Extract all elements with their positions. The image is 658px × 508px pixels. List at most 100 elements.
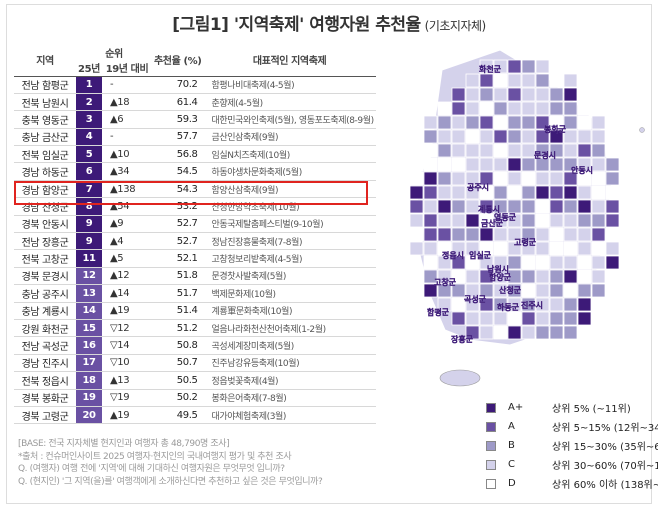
map-region xyxy=(577,199,592,214)
map-region xyxy=(591,241,606,256)
map-region xyxy=(535,185,550,200)
legend-swatch xyxy=(486,421,496,432)
map-region xyxy=(563,129,578,144)
table-row: 충남 금산군 4-57.7 금산인삼축제(9월) xyxy=(14,128,376,147)
map-region xyxy=(493,157,508,172)
rank-cell: 17 xyxy=(76,354,102,373)
map-region xyxy=(451,227,466,242)
map-region xyxy=(507,171,522,186)
map-region xyxy=(549,325,564,340)
map-region xyxy=(549,227,564,242)
map-region xyxy=(549,143,564,158)
map-region xyxy=(535,269,550,284)
festival-cell: 하동야생차문화축제(5월) xyxy=(203,162,376,181)
map-region xyxy=(437,115,452,130)
map-region xyxy=(577,101,592,116)
header-festival: 대표적인 지역축제 xyxy=(203,44,376,77)
map-region xyxy=(465,87,480,102)
legend-item: A+ 상위 5% (~11위) xyxy=(486,398,658,417)
map-region xyxy=(549,311,564,326)
map-region xyxy=(465,129,480,144)
map-region xyxy=(521,325,536,340)
map-region xyxy=(549,297,564,312)
legend-desc: 상위 15~30% (35위~69위) xyxy=(552,442,658,453)
map-region xyxy=(423,241,438,256)
map-region xyxy=(423,171,438,186)
map-label: 곡성군 xyxy=(464,294,487,304)
map-label: 장흥군 xyxy=(451,334,474,344)
map-region xyxy=(549,87,564,102)
map-region xyxy=(479,325,494,340)
map-region xyxy=(521,59,536,74)
rate-cell: 50.2 xyxy=(152,389,204,407)
map-legend: A+ 상위 5% (~11위) A 상위 5~15% (12위~34위) B 상위 15~… xyxy=(486,398,658,493)
map-region xyxy=(549,199,564,214)
map-region xyxy=(507,325,522,340)
rate-cell: 61.4 xyxy=(152,93,204,112)
map-region xyxy=(507,227,522,242)
legend-item: D 상위 60% 이하 (138위~) xyxy=(486,474,658,493)
map-region xyxy=(549,255,564,270)
festival-cell: 함양산삼축제(9월) xyxy=(203,180,376,199)
map-region xyxy=(563,325,578,340)
map-region xyxy=(549,115,564,130)
map-region xyxy=(437,241,452,256)
korea-map: 화천군 봉화군 안동시 문경시 공주시 계룡시 금산군 영동군 고령군 정읍시 임실군 남원시 함양군 고… xyxy=(350,40,650,400)
festival-cell: 계룡軍문화축제(10월) xyxy=(203,302,376,320)
map-region xyxy=(451,157,466,172)
map-region xyxy=(493,129,508,144)
map-region xyxy=(605,199,620,214)
map-region xyxy=(549,185,564,200)
footnote-line: *출처 : 컨슈머인사이트 2025 여행자·현지인의 국내여행지 평가 및 추… xyxy=(18,451,292,462)
map-region xyxy=(577,297,592,312)
table-row: 경남 함양군 7 ▲138 54.3 함양산삼축제(9월) xyxy=(14,180,376,199)
rank-cell: 20 xyxy=(76,406,102,425)
map-region xyxy=(577,87,592,102)
festival-cell: 춘향제(4-5월) xyxy=(203,93,376,112)
map-region xyxy=(479,297,494,312)
ranking-table: 지역 순위 추천율 (%) 대표적인 지역축제 25년 19년 대비 전남 함평… xyxy=(14,44,376,425)
map-region xyxy=(521,255,536,270)
festival-cell: 금산인삼축제(9월) xyxy=(203,128,376,147)
map-label: 화천군 xyxy=(479,64,502,74)
table-row: 경남 진주시 17 ▽10 50.7 진주남강유등축제(10월) xyxy=(14,354,376,373)
rate-cell: 70.2 xyxy=(152,76,204,94)
map-region xyxy=(507,157,522,172)
header-rank-group: 순위 xyxy=(105,48,123,60)
map-label: 고령군 xyxy=(514,237,537,247)
map-region xyxy=(577,255,592,270)
rate-cell: 50.5 xyxy=(152,371,204,390)
table-row: 전북 임실군 5 ▲10 56.8 임실N치즈축제(10월) xyxy=(14,145,376,164)
map-region xyxy=(577,115,592,130)
map-region xyxy=(493,185,508,200)
legend-swatch xyxy=(486,440,496,451)
map-region xyxy=(549,101,564,116)
rate-cell: 50.7 xyxy=(152,354,204,373)
region-cell: 전북 임실군 xyxy=(14,145,76,164)
map-region xyxy=(549,73,564,88)
map-region xyxy=(507,255,522,270)
map-label: 함평군 xyxy=(427,307,450,317)
map-region xyxy=(479,241,494,256)
region-cell: 전남 곡성군 xyxy=(14,336,76,355)
change-cell: ▽14 xyxy=(102,336,152,355)
change-cell: ▲19 xyxy=(102,406,152,425)
map-region xyxy=(577,283,592,298)
map-region xyxy=(577,241,592,256)
table-row: 전북 정읍시 18 ▲13 50.5 정읍벚꽃축제(4월) xyxy=(14,371,376,390)
map-region xyxy=(521,213,536,228)
map-region xyxy=(437,297,452,312)
region-cell: 충남 계룡시 xyxy=(14,302,76,320)
map-region xyxy=(563,185,578,200)
header-rate: 추천율 (%) xyxy=(152,44,204,77)
map-label: 계룡시 xyxy=(478,204,500,214)
map-region xyxy=(521,311,536,326)
map-region xyxy=(535,213,550,228)
region-cell: 경북 봉화군 xyxy=(14,389,76,407)
footnote-line: Q. (여행자) 여행 전에 '지역'에 대해 기대하신 여행자원은 무엇무엇 … xyxy=(18,464,285,474)
rate-cell: 54.5 xyxy=(152,162,204,181)
table-row: 충남 계룡시 14 ▲19 51.4 계룡軍문화축제(10월) xyxy=(14,302,376,320)
header-region: 지역 xyxy=(14,44,76,77)
map-region xyxy=(437,199,452,214)
map-region xyxy=(591,115,606,130)
